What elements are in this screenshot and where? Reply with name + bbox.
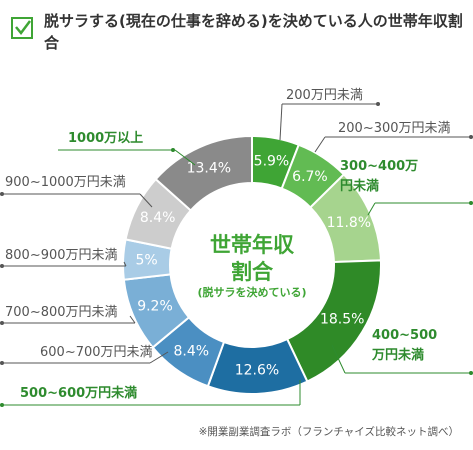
check-box [11,17,33,39]
category-label: 600~700万円未満 [40,345,153,360]
leader-dot [469,201,473,205]
value-label: 9.2% [137,298,173,314]
value-label: 5.9% [254,153,290,169]
category-label: 300~400万円未満 [340,159,419,194]
chart-title: 脱サラする(現在の仕事を辞める)を決めている人の世帯年収割合 [44,12,463,52]
category-label: 200万円未満 [286,88,363,103]
leader-dot [469,135,473,139]
category-label: 1000万以上 [68,131,144,146]
value-label: 18.5% [320,312,364,328]
category-label: 200~300万円未満 [338,121,451,136]
leader-dot [0,321,4,325]
leader-line [139,193,153,208]
leader-line [149,351,169,364]
category-label: 800~900万円未満 [5,248,118,263]
value-label: 8.4% [140,210,176,226]
value-label: 13.4% [187,161,231,177]
leader-line [279,103,283,141]
value-label: 5% [135,253,157,269]
check-icon [15,20,31,36]
category-label: 500~600万円未満 [20,386,138,401]
category-label: 400~500万円未満 [372,328,438,363]
center-label: 世帯年収 [210,233,295,257]
center-sublabel: (脱サラを決めている) [197,285,306,299]
leader-line [367,202,376,216]
value-label: 6.7% [292,169,328,185]
donut-segment [154,134,253,212]
leader-dot [469,371,473,375]
leader-dot [171,148,175,152]
leader-dot [0,403,4,407]
value-label: 8.4% [173,343,209,359]
value-label: 11.8% [327,215,371,231]
leader-line [123,261,127,267]
source-note: ※開業副業調査ラボ（フランチャイズ比較ネット調べ） [198,426,459,438]
leader-line [129,315,136,324]
leader-line [314,136,326,153]
leader-line [331,344,346,374]
leader-line [174,149,196,166]
category-label: 700~800万円未満 [5,305,118,320]
leader-dot [376,102,380,106]
leader-dot [0,264,4,268]
value-label: 12.6% [235,362,279,378]
leader-dot [0,192,4,196]
category-label: 900~1000万円未満 [5,175,126,190]
center-label: 割合 [231,260,274,284]
leader-dot [0,361,4,365]
